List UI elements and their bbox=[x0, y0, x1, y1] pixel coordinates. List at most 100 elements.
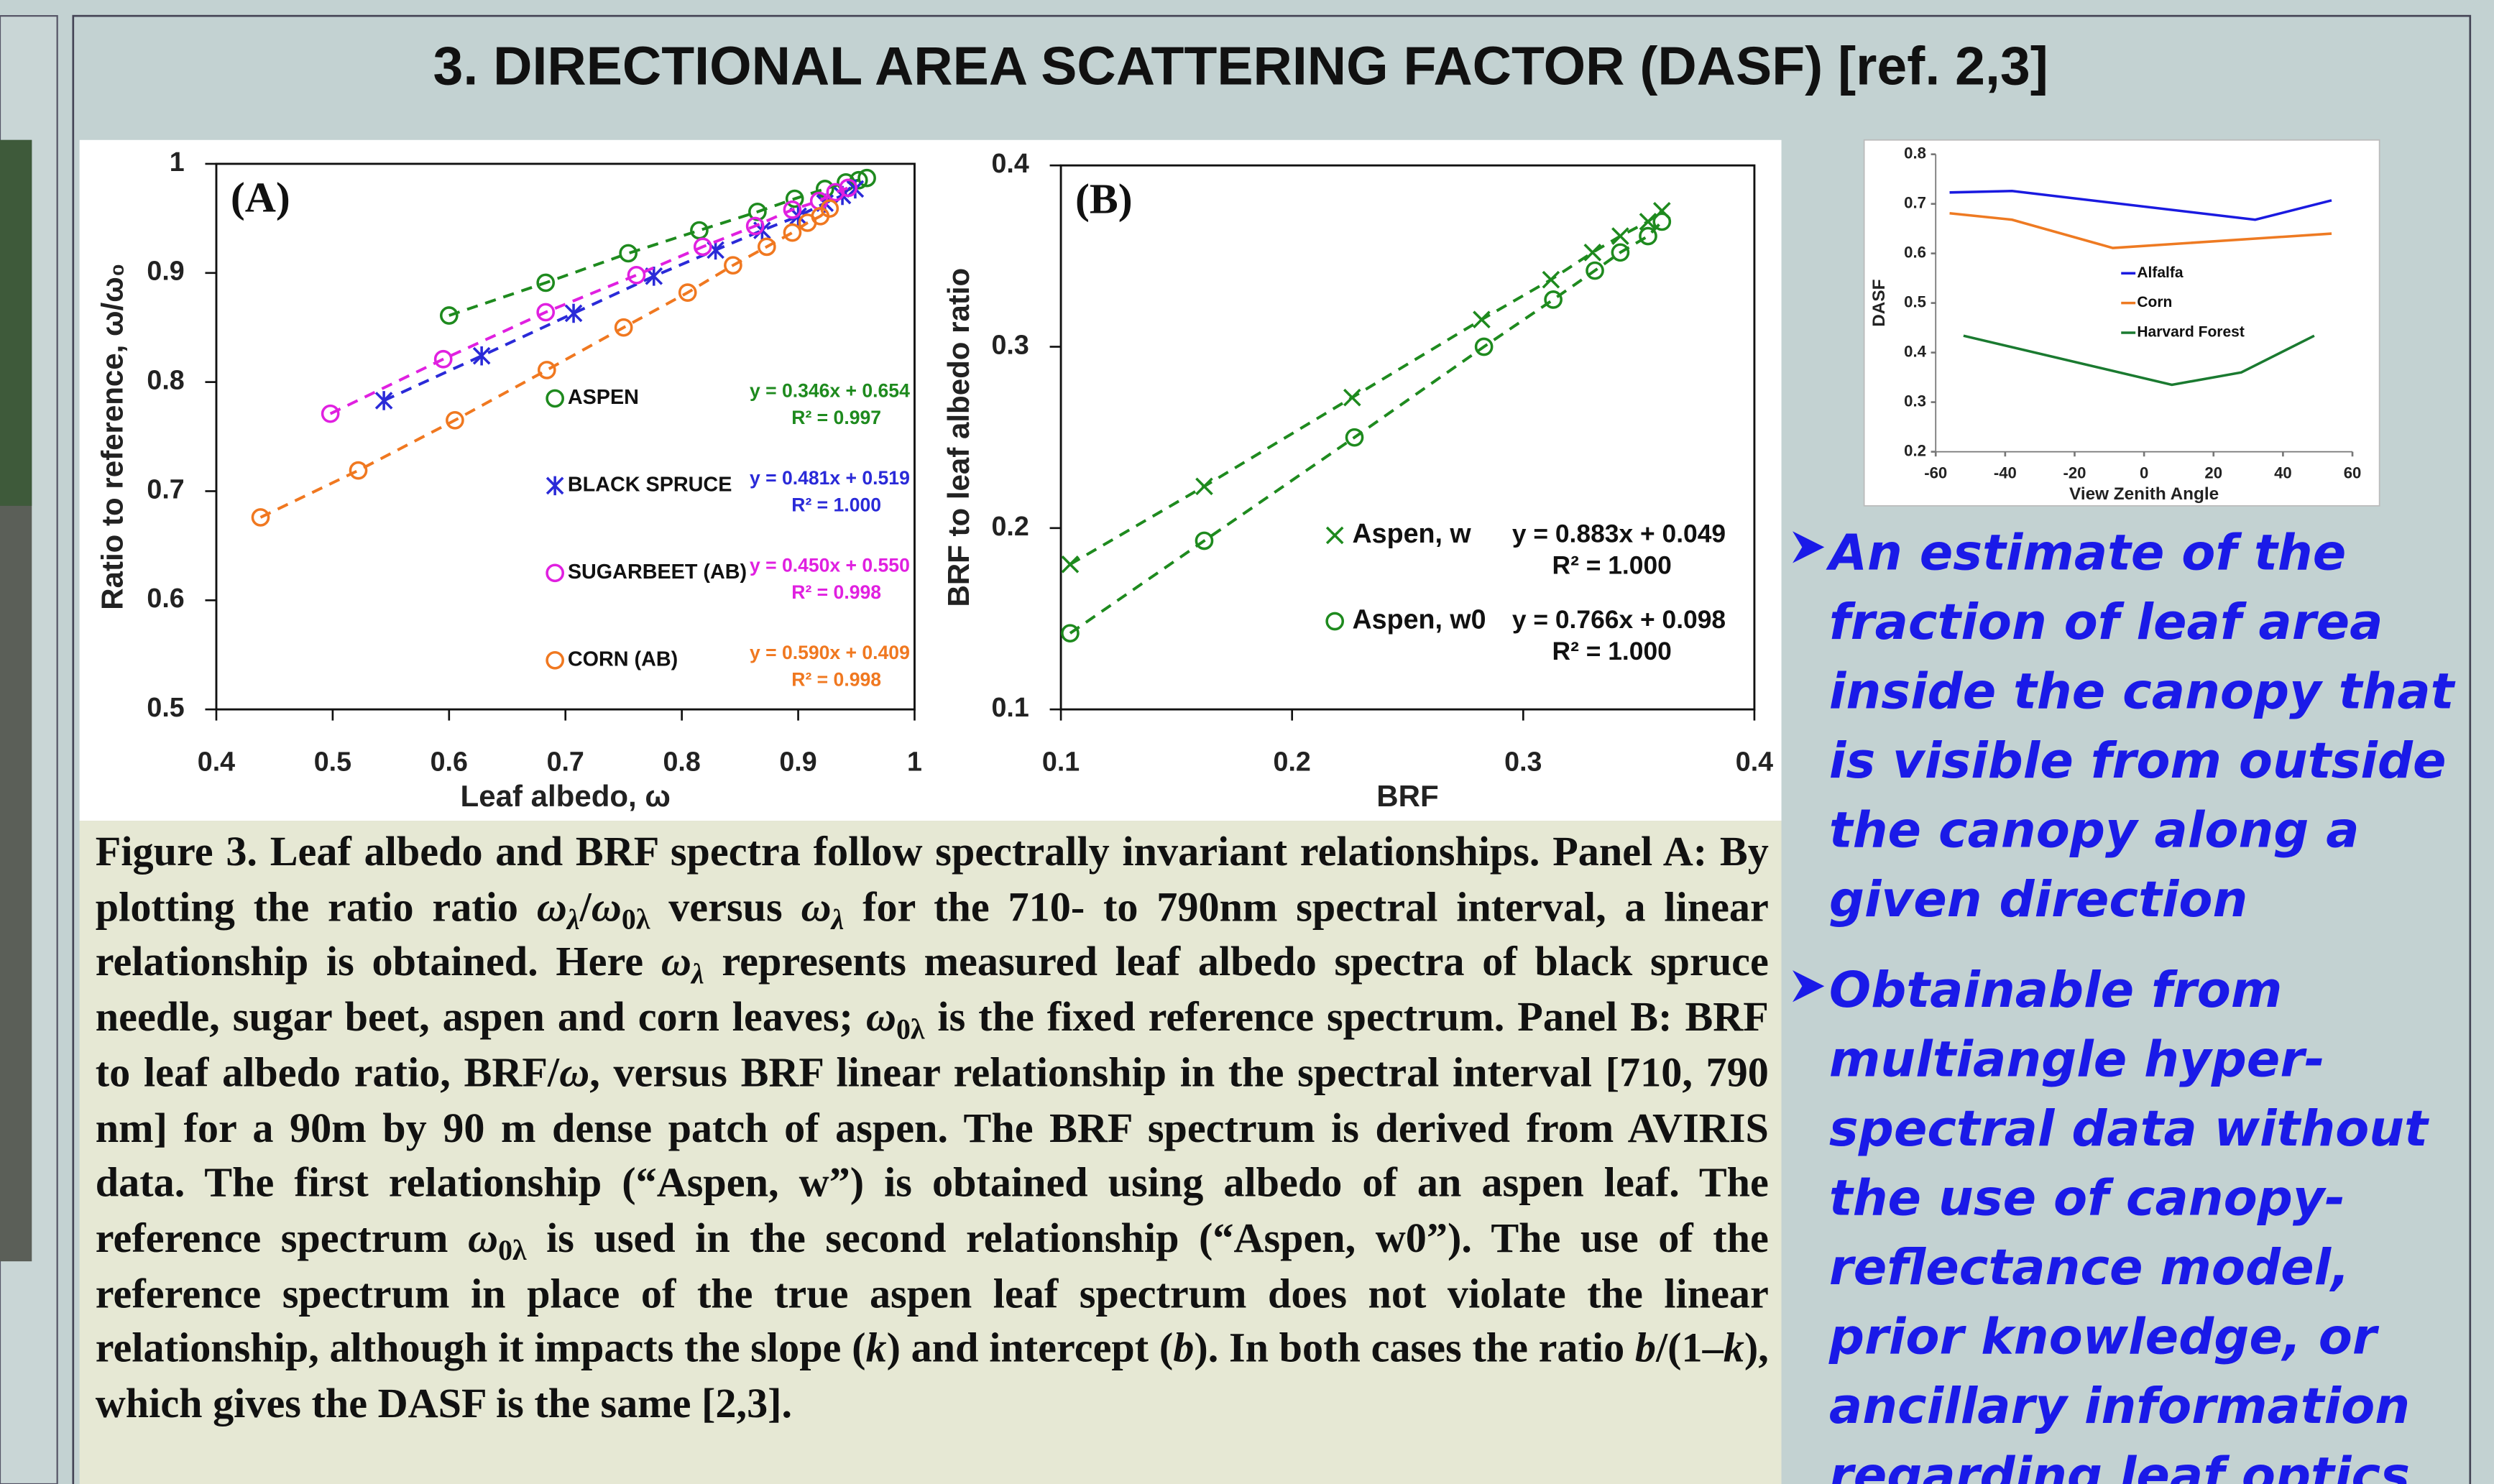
marker-part bbox=[820, 199, 839, 218]
plot-frame bbox=[215, 162, 916, 711]
data-point bbox=[564, 303, 583, 323]
data-point bbox=[433, 349, 453, 369]
marker-part bbox=[1542, 270, 1560, 289]
marker-part bbox=[678, 283, 697, 302]
fit-r2: R² = 0.998 bbox=[791, 669, 881, 691]
series-line bbox=[1949, 212, 2332, 249]
fit-r2: R² = 1.000 bbox=[791, 494, 881, 516]
legend-label: Corn bbox=[2137, 294, 2172, 310]
caption-run: ω bbox=[559, 1049, 590, 1096]
poster-title: 3. DIRECTIONAL AREA SCATTERING FACTOR (D… bbox=[433, 35, 2048, 96]
marker-part bbox=[839, 178, 858, 198]
photo-trees bbox=[0, 139, 32, 506]
fit-r2: R² = 1.000 bbox=[1552, 551, 1672, 580]
data-point bbox=[1639, 226, 1657, 246]
legend-marker bbox=[546, 650, 564, 670]
marker-part bbox=[1639, 213, 1657, 231]
bullet-line: given direction bbox=[1829, 871, 2247, 928]
x-tick-label: 0 bbox=[2140, 464, 2148, 481]
marker-part bbox=[446, 410, 464, 430]
y-tick-label: 0.9 bbox=[147, 256, 184, 286]
marker-part bbox=[1473, 310, 1491, 328]
marker-part bbox=[537, 361, 556, 379]
marker-part bbox=[1345, 428, 1364, 447]
caption-run: ), which gives the DASF is the same [2,3… bbox=[95, 1325, 1769, 1427]
y-tick-label: 0.7 bbox=[1904, 194, 1926, 212]
data-point bbox=[619, 244, 638, 263]
marker-part bbox=[1343, 388, 1361, 407]
data-point bbox=[785, 189, 804, 208]
fit-equation: y = 0.590x + 0.409 bbox=[750, 642, 910, 663]
y-tick-label: 0.1 bbox=[992, 692, 1029, 722]
fit-r2: R² = 1.000 bbox=[1552, 637, 1672, 665]
caption-run: , versus BRF linear relationship in the … bbox=[95, 1049, 1769, 1261]
chart: -60 -40 -20 0 20 40 60 0.2 0.3 0.4 0.5 0.6 0.7 0.8 Vie… bbox=[1869, 144, 2361, 504]
x-axis-label: Leaf albedo, ω bbox=[461, 779, 671, 813]
data-point bbox=[857, 168, 876, 188]
caption-run: 0λ bbox=[498, 1234, 527, 1266]
y-axis-label: DASF bbox=[1869, 280, 1889, 327]
y-tick-label: 1 bbox=[170, 147, 185, 177]
marker-part bbox=[321, 404, 340, 423]
legend-label: SUGARBEET (AB) bbox=[568, 561, 747, 584]
data-point bbox=[321, 404, 340, 423]
caption-run: ω bbox=[661, 939, 691, 985]
data-point bbox=[536, 303, 556, 322]
y-axis-label: Ratio to reference, ω/ω₀ bbox=[95, 263, 129, 609]
series-line bbox=[1069, 221, 1663, 635]
caption-run: ω bbox=[468, 1215, 499, 1261]
y-tick-label: 0.6 bbox=[147, 583, 184, 613]
caption-run: / bbox=[579, 883, 592, 931]
caption-run: b bbox=[1173, 1325, 1195, 1372]
data-point bbox=[446, 410, 464, 430]
data-point bbox=[1474, 337, 1494, 356]
marker-part bbox=[783, 223, 802, 242]
data-point bbox=[1195, 531, 1214, 550]
fit-equation: y = 0.481x + 0.519 bbox=[750, 467, 910, 489]
bullet-line: the use of canopy- bbox=[1829, 1170, 2345, 1227]
data-point bbox=[536, 273, 556, 292]
data-point bbox=[439, 306, 459, 325]
legend-label: BLACK SPRUCE bbox=[568, 473, 732, 496]
marker-part bbox=[1611, 243, 1630, 262]
data-point bbox=[251, 508, 270, 527]
bullet-line: Obtainable from bbox=[1829, 962, 2282, 1019]
bullet-arrow bbox=[1793, 970, 1825, 1003]
y-axis-label: BRF to leaf albedo ratio bbox=[942, 268, 975, 607]
data-point bbox=[1061, 624, 1080, 642]
series-line bbox=[1963, 334, 2315, 387]
caption-box bbox=[79, 821, 1782, 1484]
caption-run: for the 710- to 790nm spectral interval,… bbox=[95, 883, 1769, 985]
marker-part bbox=[1586, 261, 1604, 280]
data-point bbox=[627, 266, 646, 285]
y-tick-label: 0.8 bbox=[147, 365, 184, 395]
panel-tag: (A) bbox=[231, 173, 290, 221]
x-tick-label: 0.2 bbox=[1274, 746, 1311, 776]
caption-run: /(1– bbox=[1656, 1325, 1724, 1372]
caption-run: is used in the second relationship (“Asp… bbox=[95, 1215, 1769, 1372]
bullet-line: inside the canopy that bbox=[1829, 663, 2456, 720]
x-tick-label: -60 bbox=[1924, 464, 1947, 481]
bullet-line: fraction of leaf area bbox=[1829, 594, 2383, 651]
data-point bbox=[537, 361, 556, 379]
x-axis-label: BRF bbox=[1376, 779, 1438, 813]
data-point bbox=[758, 237, 776, 257]
caption-run: 0λ bbox=[621, 903, 650, 935]
fit-equation: y = 0.450x + 0.550 bbox=[750, 555, 910, 576]
x-tick-label: 0.9 bbox=[779, 746, 816, 776]
bullet-line: reflectance model, bbox=[1829, 1239, 2350, 1296]
x-tick-label: 1 bbox=[907, 746, 922, 776]
figure-caption: Figure 3. Leaf albedo and BRF spectra fo… bbox=[96, 826, 1769, 1433]
bullet-line: An estimate of the bbox=[1826, 524, 2346, 581]
marker-part bbox=[1544, 290, 1563, 309]
data-point bbox=[374, 391, 393, 410]
panel-tag: (B) bbox=[1075, 175, 1133, 223]
data-point bbox=[472, 346, 491, 366]
legend-label: CORN (AB) bbox=[568, 647, 678, 670]
data-point bbox=[748, 202, 767, 221]
x-tick-label: 0.3 bbox=[1504, 746, 1542, 776]
marker-part bbox=[614, 318, 633, 337]
marker-part bbox=[619, 244, 638, 263]
